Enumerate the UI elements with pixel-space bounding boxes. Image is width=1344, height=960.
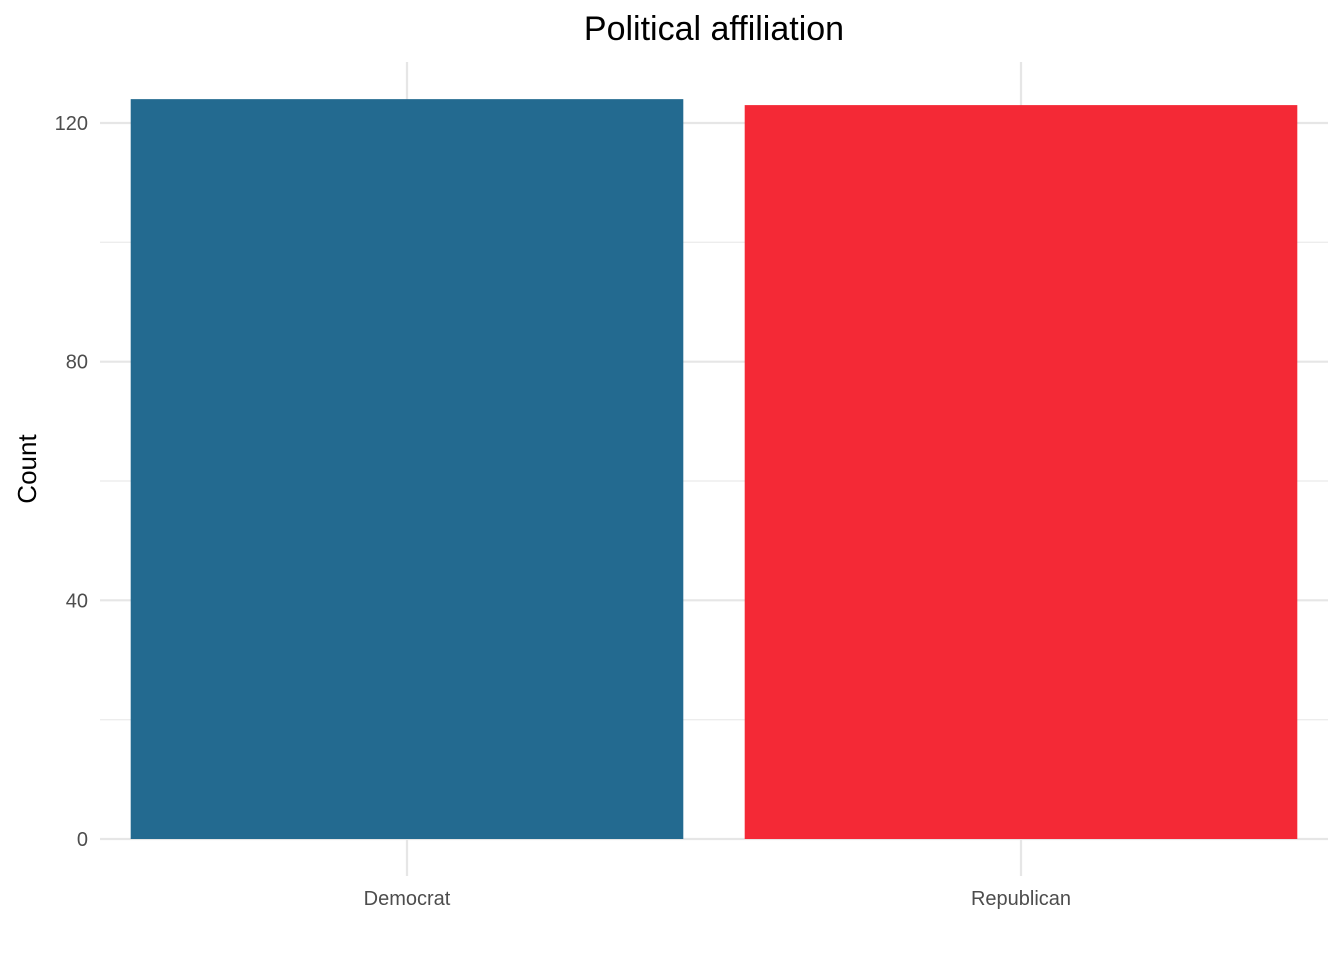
- y-tick-labels: 0 40 80 120: [55, 113, 88, 851]
- y-tick-label: 80: [66, 352, 88, 374]
- x-tick-label: Democrat: [364, 888, 451, 910]
- bar-republican: [744, 105, 1298, 840]
- x-tick-label: Republican: [971, 888, 1071, 910]
- y-axis-title: Count: [12, 434, 42, 504]
- y-tick-label: 0: [77, 829, 88, 851]
- y-tick-label: 120: [55, 113, 88, 135]
- bar-democrat: [130, 99, 684, 840]
- bars: [130, 99, 1298, 840]
- chart-title: Political affiliation: [584, 10, 844, 48]
- y-tick-label: 40: [66, 590, 88, 612]
- x-tick-labels: Democrat Republican: [364, 888, 1071, 910]
